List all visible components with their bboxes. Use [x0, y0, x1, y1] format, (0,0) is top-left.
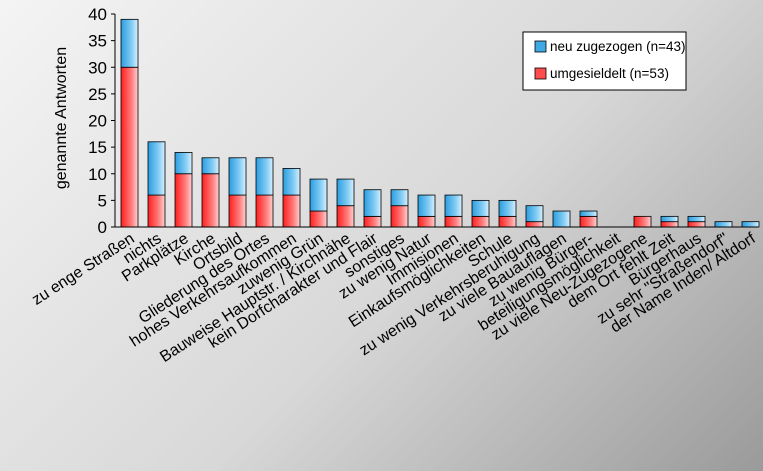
legend-box: [522, 31, 687, 91]
legend-label-umgesiedelt: umgesieldelt (n=53): [550, 66, 669, 81]
bar-segment-neu-zugezogen: [741, 221, 760, 228]
bar-segment-umgesiedelt: [633, 215, 652, 228]
bar-area: [115, 18, 760, 228]
y-tick-label: 15: [88, 138, 107, 157]
bar-segment-umgesiedelt: [471, 215, 490, 228]
x-axis-labels: zu enge StraßennichtsParkplätzeKircheOrt…: [29, 230, 759, 366]
y-tick-label: 35: [88, 32, 107, 51]
bar-segment-neu-zugezogen: [228, 157, 247, 196]
bar-segment-neu-zugezogen: [417, 194, 436, 217]
bar-segment-umgesiedelt: [147, 194, 166, 228]
bar-segment-neu-zugezogen: [201, 157, 220, 175]
bar-segment-umgesiedelt: [498, 215, 517, 228]
y-tick-label: 40: [88, 5, 107, 24]
bar-segment-neu-zugezogen: [282, 168, 301, 196]
legend: neu zugezogen (n=43) umgesieldelt (n=53): [522, 31, 687, 91]
bar-segment-neu-zugezogen: [255, 157, 274, 196]
bar-segment-umgesiedelt: [660, 221, 679, 228]
bar-segment-neu-zugezogen: [174, 152, 193, 175]
bar-segment-umgesiedelt: [417, 215, 436, 228]
bar-segment-neu-zugezogen: [147, 141, 166, 196]
y-axis-label: genannte Antworten: [53, 47, 70, 189]
bar-segment-neu-zugezogen: [120, 18, 139, 68]
bar-segment-neu-zugezogen: [390, 189, 409, 207]
y-tick-label: 10: [88, 165, 107, 184]
legend-label-neu-zugezogen: neu zugezogen (n=43): [550, 39, 685, 54]
bar-segment-umgesiedelt: [255, 194, 274, 228]
bar-segment-umgesiedelt: [228, 194, 247, 228]
bar-segment-umgesiedelt: [309, 210, 328, 228]
y-tick-label: 30: [88, 58, 107, 77]
bar-segment-neu-zugezogen: [687, 215, 706, 223]
bar-segment-neu-zugezogen: [552, 210, 571, 228]
y-axis-ticks: 0 5 10 15 20 25 30 35 40: [88, 5, 115, 237]
bar-segment-umgesiedelt: [336, 205, 355, 228]
bar-segment-neu-zugezogen: [471, 199, 490, 217]
bar-segment-umgesiedelt: [444, 215, 463, 228]
bar-segment-neu-zugezogen: [444, 194, 463, 217]
y-tick-label: 25: [88, 85, 107, 104]
bar-segment-neu-zugezogen: [579, 210, 598, 217]
bar-segment-umgesiedelt: [120, 66, 139, 228]
bar-segment-umgesiedelt: [201, 173, 220, 228]
bar-segment-neu-zugezogen: [336, 178, 355, 207]
bar-segment-neu-zugezogen: [498, 199, 517, 217]
bar-segment-neu-zugezogen: [660, 215, 679, 223]
y-tick-label: 0: [98, 218, 107, 237]
bar-segment-umgesiedelt: [363, 215, 382, 228]
bar-segment-umgesiedelt: [525, 221, 544, 228]
bar-segment-umgesiedelt: [282, 194, 301, 228]
bar-segment-neu-zugezogen: [714, 221, 733, 228]
bar-segment-umgesiedelt: [579, 215, 598, 228]
bar-segment-neu-zugezogen: [363, 189, 382, 217]
bar-segment-neu-zugezogen: [309, 178, 328, 212]
legend-swatch-neu-zugezogen: [534, 40, 547, 53]
bar-segment-umgesiedelt: [390, 205, 409, 228]
bar-segment-neu-zugezogen: [525, 205, 544, 223]
bar-segment-umgesiedelt: [174, 173, 193, 228]
y-tick-label: 5: [98, 191, 107, 210]
y-tick-label: 20: [88, 112, 107, 131]
bar-segment-umgesiedelt: [687, 221, 706, 228]
legend-swatch-umgesiedelt: [534, 67, 547, 80]
